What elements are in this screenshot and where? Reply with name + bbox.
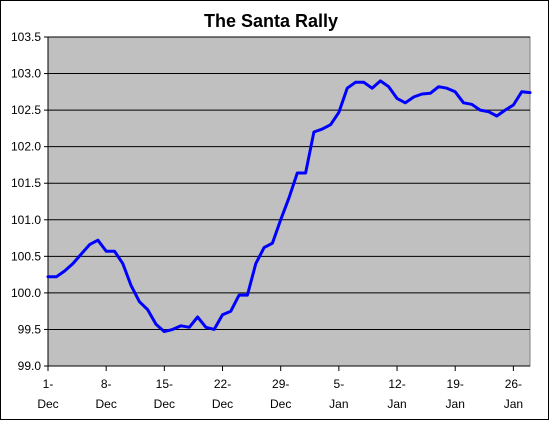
x-tick-label: 19- <box>447 377 464 391</box>
x-tick-label: 12- <box>388 377 405 391</box>
x-tick-label: 1- <box>43 377 54 391</box>
axis-layer: 99.0 99.5 100.0 100.5 101.0 101.5 102.0 102.5 10… <box>11 30 530 411</box>
y-tick-label: 102.0 <box>11 140 41 154</box>
y-tick-label: 103.5 <box>11 30 41 44</box>
x-tick-label: Dec <box>37 397 58 411</box>
x-tick-label: 26- <box>505 377 522 391</box>
x-tick-label: Jan <box>387 397 406 411</box>
x-tick-label: Jan <box>329 397 348 411</box>
y-tick-label: 100.5 <box>11 249 41 263</box>
series-layer <box>46 79 532 334</box>
x-tick-label: Dec <box>154 397 175 411</box>
x-tick-label: Jan <box>504 397 523 411</box>
x-tick-label: 15- <box>156 377 173 391</box>
x-tick-label: 8- <box>101 377 112 391</box>
y-tick-label: 102.5 <box>11 103 41 117</box>
y-tick-label: 99.5 <box>18 322 42 336</box>
y-tick-label: 101.0 <box>11 213 41 227</box>
x-tick-label: Jan <box>446 397 465 411</box>
series-line <box>46 79 532 334</box>
x-tick-label: Dec <box>212 397 233 411</box>
x-tick-label: Dec <box>270 397 291 411</box>
x-tick-label: 29- <box>272 377 289 391</box>
y-tick-label: 100.0 <box>11 286 41 300</box>
y-tick-label: 99.0 <box>18 359 42 373</box>
y-tick-label: 103.0 <box>11 67 41 81</box>
x-tick-label: Dec <box>96 397 117 411</box>
chart-title: The Santa Rally <box>204 11 338 31</box>
y-tick-label: 101.5 <box>11 176 41 190</box>
x-tick-label: 22- <box>214 377 231 391</box>
x-tick-label: 5- <box>334 377 345 391</box>
